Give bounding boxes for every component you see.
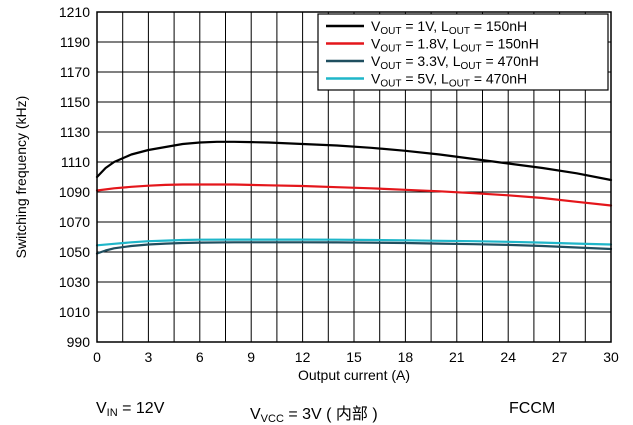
series-line: [95, 241, 613, 255]
condition-mode: FCCM: [509, 400, 556, 417]
condition-vin: VIN = 12V: [96, 400, 165, 419]
y-tick-label: 1210: [59, 4, 90, 20]
y-tick-label: 1170: [60, 64, 90, 80]
y-tick-label: 990: [67, 334, 91, 350]
series-lines: [95, 140, 613, 255]
legend-entry: VOUT = 3.3V, LOUT = 470nH: [371, 53, 539, 72]
x-tick-labels: 0 3 6 9 12 15 18 21 24 27 30: [93, 349, 619, 365]
x-tick-label: 30: [603, 349, 619, 365]
x-tick-label: 6: [196, 349, 204, 365]
y-tick-label: 1050: [59, 244, 90, 260]
x-axis-label: Output current (A): [298, 367, 410, 383]
series-line: [95, 183, 613, 207]
condition-vvcc: VVCC = 3V ( 内部 ): [250, 406, 378, 425]
y-tick-labels: 990 1010 1030 1050 1070 1090 1110 1130 1150 1170 1…: [59, 4, 90, 350]
y-tick-label: 1010: [59, 304, 90, 320]
y-tick-label: 1110: [61, 154, 90, 170]
x-tick-label: 12: [295, 349, 311, 365]
x-tick-label: 0: [93, 349, 101, 365]
legend-entry: VOUT = 5V, LOUT = 470nH: [371, 71, 527, 90]
y-tick-label: 1130: [60, 124, 90, 140]
legend-entry: VOUT = 1V, LOUT = 150nH: [371, 18, 527, 37]
x-tick-label: 18: [398, 349, 414, 365]
x-tick-label: 21: [449, 349, 465, 365]
y-tick-label: 1030: [59, 274, 90, 290]
y-tick-label: 1190: [60, 34, 90, 50]
x-tick-label: 15: [346, 349, 362, 365]
series-line: [95, 140, 613, 182]
series-line: [95, 238, 613, 247]
y-tick-label: 1150: [60, 94, 90, 110]
x-tick-label: 27: [552, 349, 568, 365]
y-tick-label: 1090: [59, 184, 90, 200]
legend-box: [317, 13, 609, 91]
y-axis-label: Switching frequency (kHz): [13, 96, 29, 259]
x-tick-label: 3: [145, 349, 153, 365]
x-tick-label: 9: [247, 349, 255, 365]
plot-frame: [96, 11, 612, 343]
y-tick-label: 1070: [59, 214, 90, 230]
legend-entry: VOUT = 1.8V, LOUT = 150nH: [371, 36, 539, 55]
x-tick-label: 24: [500, 349, 516, 365]
